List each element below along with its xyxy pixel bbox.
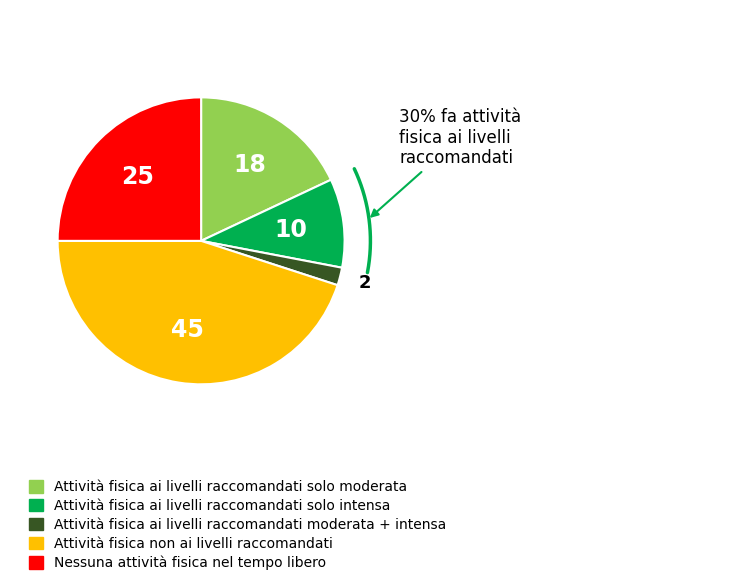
Text: 18: 18	[233, 152, 266, 177]
Text: 30% fa attività
fisica ai livelli
raccomandati: 30% fa attività fisica ai livelli raccom…	[372, 108, 521, 216]
Wedge shape	[58, 98, 201, 241]
Text: 10: 10	[274, 218, 307, 242]
Text: 25: 25	[121, 165, 154, 189]
Wedge shape	[58, 241, 338, 384]
Legend: Attività fisica ai livelli raccomandati solo moderata, Attività fisica ai livell: Attività fisica ai livelli raccomandati …	[29, 480, 446, 570]
Text: 45: 45	[171, 318, 203, 342]
Wedge shape	[201, 180, 345, 268]
Wedge shape	[201, 241, 342, 285]
Wedge shape	[201, 98, 331, 241]
Text: 2: 2	[359, 274, 371, 292]
